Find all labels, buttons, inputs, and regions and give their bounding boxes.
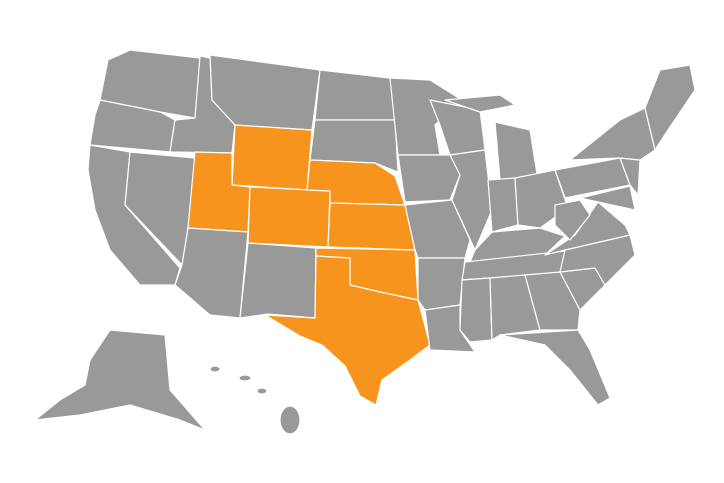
state-az <box>174 227 249 319</box>
state-al <box>489 274 541 341</box>
state-wv <box>554 199 591 241</box>
state-va <box>544 201 631 256</box>
state-ne_eng <box>644 64 696 151</box>
state-nd <box>314 69 396 121</box>
state-hi-island-0 <box>209 365 221 373</box>
state-in <box>487 177 519 233</box>
state-mi <box>494 121 539 181</box>
state-miu <box>444 94 516 113</box>
state-co <box>247 186 331 248</box>
state-ks <box>327 202 416 251</box>
state-wy <box>231 124 313 191</box>
state-ga <box>524 271 581 331</box>
states-layer <box>34 49 696 435</box>
state-ms <box>459 277 493 343</box>
state-sd <box>309 119 399 173</box>
state-la <box>424 304 476 353</box>
state-hi-island-2 <box>256 387 268 395</box>
state-ny <box>569 107 656 161</box>
state-ak <box>34 329 206 431</box>
state-ar <box>417 257 466 311</box>
state-nm <box>239 242 317 319</box>
state-fl <box>499 329 611 406</box>
state-hi-island-3 <box>279 405 301 435</box>
state-tx <box>264 255 431 406</box>
state-hi-island-1 <box>238 374 252 382</box>
state-md <box>579 185 636 211</box>
state-ia <box>397 154 461 203</box>
